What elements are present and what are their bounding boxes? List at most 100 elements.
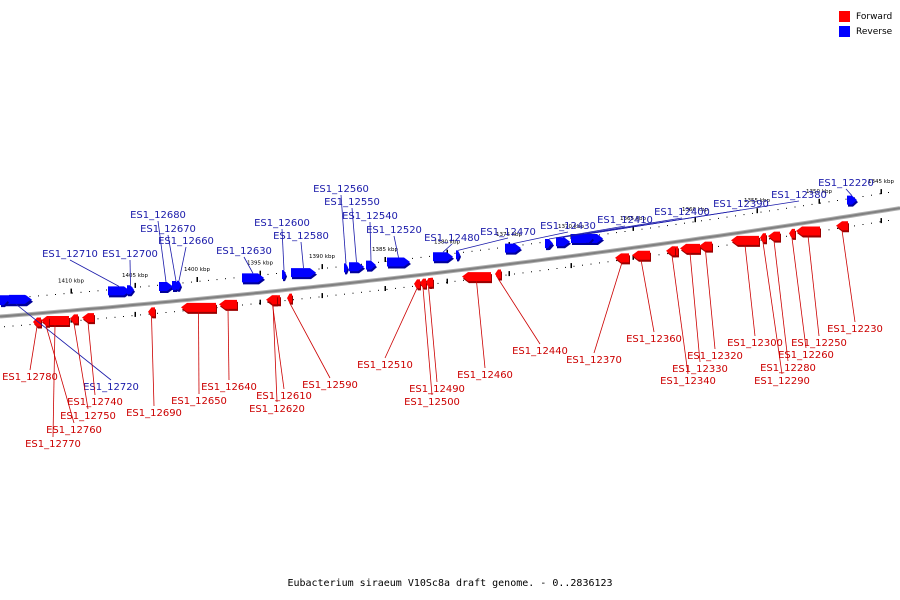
scale-dot-upper [701,220,702,222]
scale-major-tick [384,286,386,291]
ES1_12520-arrow [387,257,411,269]
scale-dot-lower [565,266,566,268]
scale-dot-upper [675,223,677,225]
scale-dot-lower [284,300,286,302]
ES1_12280-label: ES1_12280 [760,363,816,374]
scale-dot-upper [854,197,855,199]
ES1_12670-label: ES1_12670 [140,224,196,235]
scale-dot-upper [318,268,320,270]
leader-line [15,303,112,381]
ES1_12580-arrow [291,268,317,280]
ES1_12360-label: ES1_12360 [626,334,682,345]
scale-dot-lower [573,265,575,267]
scale-dot-lower [437,282,439,284]
ES1_12220-arrow [847,195,858,207]
ES1_12230-arrow [836,221,849,233]
ES1_12620-label: ES1_12620 [249,404,305,415]
scale-major-tick [70,288,72,294]
ES1_12630-arrow [242,273,265,285]
scale-dot-upper [412,257,413,259]
scale-major-tick [259,270,261,276]
ES1_12650-label: ES1_12650 [171,396,227,407]
backbone-line [0,207,900,318]
scale-dot-upper [378,261,379,263]
ES1_12690-arrow [148,307,156,319]
scale-dot-upper [769,210,770,212]
leader-line [457,237,509,251]
scale-dot-lower [369,290,371,292]
leader-line [548,225,626,240]
scale-dot-upper [38,295,39,297]
scale-dot-lower [463,279,464,281]
ES1_12410-label: ES1_12410 [597,215,653,226]
scale-dot-upper [55,294,56,295]
ES1_12380-label: ES1_12380 [771,190,827,201]
ES1_12550-label: ES1_12550 [324,197,380,208]
ES1_12660-arrow [177,280,182,292]
leader-line [845,188,853,196]
leader-line [69,259,120,287]
scale-major-tick [880,218,882,224]
backbone-shadow [0,206,900,319]
scale-major-tick [321,264,323,270]
scale-dot-upper [182,282,184,284]
scale-major-tick [570,263,572,269]
scale-tick-label: 1375 kbp [496,232,522,238]
scale-dot-lower [318,296,320,298]
scale-dot-upper [335,266,337,268]
ES1_12590-arrow [287,293,293,305]
scale-dot-upper [667,225,668,227]
scale-tick-label: 1370 kbp [558,224,584,230]
scale-tick-label: 1350 kbp [806,189,832,195]
scale-dot-upper [777,209,779,211]
scale-dot-lower [29,324,31,326]
scale-dot-lower [718,245,719,247]
leader-line [841,230,856,323]
scale-dot-lower [599,262,600,264]
scale-dot-upper [225,278,226,280]
ES1_12750-label: ES1_12750 [60,411,116,422]
scale-dot-upper [650,227,651,229]
ES1_12470-arrow [456,250,461,262]
scale-dot-upper [327,267,328,269]
scale-major-tick [756,208,758,214]
scale-dot-lower [658,254,660,256]
scale-tick-label: 1365 kbp [620,216,646,222]
leader-line [369,221,372,261]
legend-item-forward: Forward [839,9,892,24]
scale-dot-lower [106,317,107,319]
ES1_12520-label: ES1_12520 [366,225,422,236]
scale-dot-lower [888,220,889,221]
scale-dot-lower [522,272,524,274]
ES1_12370-label: ES1_12370 [566,355,622,366]
scale-dot-upper [361,263,362,265]
leader-line [671,255,689,375]
scale-dot-lower [250,303,252,305]
ES1_12610-arrow [268,295,278,307]
leader-line [198,311,200,395]
scale-dot-upper [267,273,269,275]
ES1_12780-arrow [33,317,42,329]
reverse-swatch [839,26,850,37]
ES1_12540-label: ES1_12540 [342,211,398,222]
scale-major-tick [880,189,882,195]
leader-line [300,241,304,269]
ES1_12650-arrow [181,302,217,314]
leader-line [744,244,756,337]
scale-dot-upper [191,281,192,283]
scale-dot-lower [157,312,158,314]
scale-dot-lower [4,326,5,328]
ES1_12390-label: ES1_12390 [713,199,769,210]
scale-dot-lower [531,271,532,273]
scale-tick-label: 1410 kbp [58,279,84,285]
leader-line [178,246,187,281]
scale-dot-lower [386,288,388,290]
scale-dot-lower [828,229,830,231]
scale-tick-label: 1355 kbp [744,198,770,204]
ES1_12630-label: ES1_12630 [216,246,272,257]
scale-dot-upper [522,244,524,246]
unlabeled-gene-arrow [545,239,552,251]
legend-item-reverse: Reverse [839,24,892,39]
ES1_12260-label: ES1_12260 [778,350,834,361]
ES1_12440-arrow [495,269,502,281]
